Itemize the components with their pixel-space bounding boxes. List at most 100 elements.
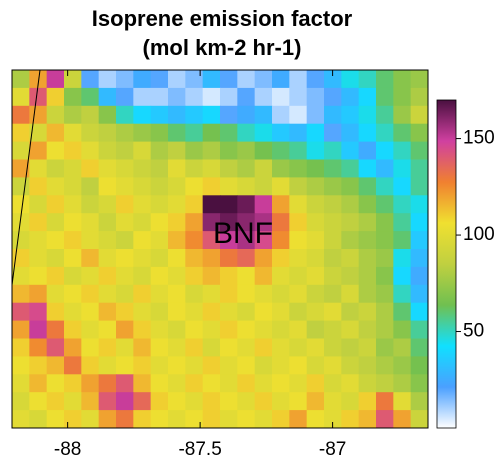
heatmap-cell — [306, 141, 325, 160]
heatmap-cell — [133, 177, 152, 196]
heatmap-cell — [29, 141, 48, 160]
heatmap-cell — [46, 374, 65, 393]
heatmap-cell — [12, 123, 30, 143]
heatmap-cell — [289, 320, 308, 339]
heatmap-cell — [12, 70, 30, 89]
heatmap-cell — [272, 338, 290, 357]
heatmap-cell — [116, 392, 134, 411]
heatmap-cell — [133, 105, 152, 125]
heatmap-cell — [64, 105, 82, 125]
heatmap-cell — [98, 392, 117, 411]
heatmap-cell — [12, 302, 30, 322]
heatmap-cell — [98, 266, 117, 286]
heatmap-cell — [64, 302, 82, 322]
heatmap-cell — [150, 70, 169, 89]
heatmap-cell — [81, 284, 100, 304]
heatmap-cell — [116, 141, 134, 160]
heatmap-cell — [410, 123, 429, 143]
heatmap-cell — [341, 195, 360, 214]
heatmap-cell — [358, 356, 377, 375]
heatmap-cell — [116, 302, 134, 322]
heatmap-cell — [393, 231, 412, 250]
heatmap-cell — [254, 141, 273, 160]
heatmap-cell — [81, 195, 100, 214]
heatmap-cell — [98, 231, 117, 250]
heatmap-cell — [29, 392, 48, 411]
heatmap-cell — [306, 320, 325, 339]
heatmap-cell — [12, 87, 30, 107]
heatmap-cell — [341, 123, 360, 143]
heatmap-cell — [202, 213, 221, 232]
heatmap-cell — [306, 213, 325, 232]
heatmap-cell — [220, 177, 238, 196]
heatmap-cell — [410, 159, 429, 178]
heatmap-cell — [289, 410, 308, 429]
heatmap-cell — [220, 213, 238, 232]
heatmap-cell — [254, 320, 273, 339]
heatmap-cell — [272, 302, 290, 322]
heatmap-cell — [254, 123, 273, 143]
heatmap-cell — [272, 231, 290, 250]
heatmap-cell — [410, 356, 429, 375]
heatmap-cell — [358, 266, 377, 286]
heatmap-cell — [306, 195, 325, 214]
heatmap-cell — [272, 105, 290, 125]
heatmap-cell — [81, 141, 100, 160]
heatmap-cell — [220, 410, 238, 429]
heatmap-cell — [341, 70, 360, 89]
heatmap-cell — [220, 195, 238, 214]
heatmap-cell — [393, 123, 412, 143]
x-tick-label: -87 — [319, 439, 346, 460]
heatmap-cell — [393, 266, 412, 286]
heatmap-cell — [272, 374, 290, 393]
heatmap-cell — [64, 374, 82, 393]
heatmap-cell — [237, 392, 256, 411]
heatmap-cell — [116, 374, 134, 393]
heatmap-cell — [272, 177, 290, 196]
heatmap-cell — [116, 320, 134, 339]
heatmap-cell — [410, 338, 429, 357]
heatmap-cell — [289, 177, 308, 196]
heatmap-cell — [64, 87, 82, 107]
heatmap-cell — [341, 302, 360, 322]
heatmap-cell — [289, 195, 308, 214]
heatmap-cell — [306, 123, 325, 143]
heatmap-cell — [185, 320, 204, 339]
heatmap-cell — [324, 70, 342, 89]
heatmap-cell — [220, 320, 238, 339]
heatmap-cell — [358, 105, 377, 125]
heatmap-cell — [81, 410, 100, 429]
heatmap-cell — [220, 87, 238, 107]
heatmap-cell — [185, 392, 204, 411]
heatmap-cell — [185, 105, 204, 125]
heatmap-cell — [237, 195, 256, 214]
heatmap-cell — [150, 410, 169, 429]
heatmap-cell — [185, 302, 204, 322]
heatmap-cell — [410, 392, 429, 411]
heatmap-cell — [12, 284, 30, 304]
heatmap-cell — [81, 177, 100, 196]
heatmap-cell — [98, 213, 117, 232]
heatmap-cell — [289, 374, 308, 393]
heatmap-cell — [324, 284, 342, 304]
heatmap-cell — [150, 123, 169, 143]
heatmap-cell — [29, 356, 48, 375]
heatmap-cell — [150, 213, 169, 232]
heatmap-cell — [358, 213, 377, 232]
heatmap-cell — [393, 105, 412, 125]
heatmap-cell — [220, 266, 238, 286]
heatmap-cell — [410, 141, 429, 160]
heatmap-cell — [29, 320, 48, 339]
heatmap-cell — [220, 123, 238, 143]
heatmap-cell — [64, 70, 82, 89]
heatmap-cell — [306, 356, 325, 375]
heatmap-cell — [133, 87, 152, 107]
heatmap-cell — [410, 374, 429, 393]
heatmap-cell — [168, 123, 186, 143]
heatmap-cell — [185, 231, 204, 250]
heatmap-cell — [133, 266, 152, 286]
heatmap-cell — [306, 105, 325, 125]
heatmap-cell — [410, 410, 429, 429]
heatmap-cell — [116, 266, 134, 286]
heatmap-cell — [46, 284, 65, 304]
